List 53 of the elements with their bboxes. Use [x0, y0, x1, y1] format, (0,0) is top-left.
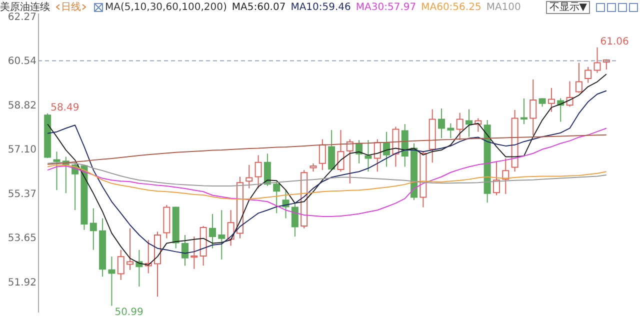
candlestick: [328, 130, 336, 171]
y-tick-label: 58.82: [8, 100, 36, 112]
candlestick: [318, 138, 326, 171]
candlestick: [438, 108, 446, 139]
candlestick: [273, 181, 280, 214]
y-tick-label: 53.65: [8, 233, 36, 244]
candlestick: [466, 108, 472, 138]
candlestick: [126, 228, 134, 270]
legend-title: MA(5,10,30,60,100,200): [105, 2, 227, 12]
candlestick: [575, 62, 582, 94]
candlestick: [594, 46, 601, 74]
text: MA100: [486, 2, 521, 12]
candlestick: [218, 210, 226, 260]
candlestick: [117, 249, 124, 280]
text: MA60:56.25: [421, 2, 482, 12]
candlestick: [492, 161, 500, 196]
candlestick: [291, 202, 298, 238]
candlestick: [53, 151, 60, 191]
candlestick: [447, 122, 454, 139]
candlestick: [190, 236, 198, 270]
chart-subtitle: 日线: [61, 0, 81, 14]
text: MA5:60.07: [232, 2, 286, 12]
y-tick-label: 60.54: [8, 56, 36, 68]
candlestick: [520, 98, 528, 125]
candlestick: [530, 78, 537, 136]
text: 不显示▼: [546, 0, 590, 14]
candlestick: [208, 213, 216, 249]
y-tick-label: 51.92: [8, 277, 36, 288]
candlestick: [264, 153, 271, 186]
annotation: 58.49: [50, 102, 80, 114]
y-tick-label: 57.10: [8, 144, 36, 156]
candlestick: [337, 130, 344, 172]
candlestick: [182, 234, 188, 266]
candlestick: [346, 138, 354, 184]
candlestick: [374, 138, 381, 172]
candlestick: [246, 164, 253, 189]
candlestick: [456, 112, 464, 141]
y-tick-label: 62.27: [8, 12, 36, 23]
candlestick: [364, 140, 372, 172]
candlestick: [282, 190, 290, 219]
candlestick: [548, 87, 555, 112]
text: MA30:57.97: [356, 2, 416, 12]
candlestick: [108, 256, 116, 306]
text: MA10:59.46: [290, 2, 351, 12]
chart-title: 美原油连续: [0, 0, 50, 13]
line-series: [47, 134, 607, 165]
candlestick: [254, 154, 262, 189]
annotation: 61.06: [600, 36, 629, 48]
y-tick-label: 55.37: [8, 188, 36, 200]
candlestick: [90, 208, 97, 250]
candlestick: [502, 158, 510, 194]
annotation: 50.99: [114, 306, 144, 318]
candlestick: [584, 66, 592, 84]
